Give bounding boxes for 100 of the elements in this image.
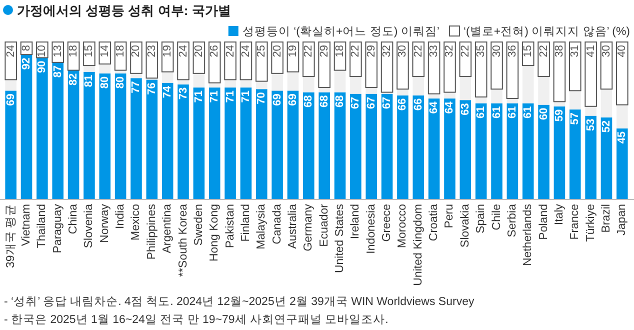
bar	[240, 88, 252, 199]
bar	[522, 66, 534, 104]
data-label: 61	[506, 106, 518, 118]
data-label: 20	[271, 45, 284, 58]
bar	[365, 42, 378, 88]
data-label: 76	[146, 82, 158, 95]
x-tick-label: Philippines	[146, 204, 158, 260]
x-tick-label: Vietnam	[20, 204, 33, 246]
data-label: 80	[98, 76, 111, 89]
bar	[474, 42, 488, 98]
bar	[444, 98, 456, 199]
bar	[318, 92, 330, 199]
x-tick-label: Türkiye	[584, 204, 597, 242]
x-tick-label: Peru	[444, 204, 456, 228]
data-label: 64	[428, 100, 440, 114]
bar	[428, 42, 440, 94]
bar	[616, 128, 628, 199]
bar	[99, 73, 111, 199]
bar	[5, 90, 16, 199]
bar	[178, 84, 189, 199]
x-tick-label: Slovenia	[83, 203, 96, 248]
x-tick-label: Serbia	[506, 203, 518, 238]
bar	[444, 92, 456, 99]
data-label: 23	[146, 45, 158, 58]
data-label: 29	[318, 45, 330, 58]
text: - ‘성취’ 응답 내림차순. 4점 척도. 2024년 12월~2025년 2월 39개국 WIN Worldviews Survey	[4, 296, 474, 308]
data-label: 32	[381, 45, 394, 58]
bar	[68, 70, 80, 199]
data-label: 59	[553, 109, 566, 122]
data-label: 53	[584, 118, 597, 132]
x-tick-label: Finland	[240, 204, 252, 242]
bar	[460, 76, 472, 100]
bar	[428, 98, 440, 199]
bar	[350, 76, 362, 94]
x-tick-label: United States	[334, 204, 346, 274]
data-label: 92	[20, 58, 33, 70]
data-label: 8	[20, 45, 33, 52]
bar	[208, 42, 221, 84]
data-label: 66	[396, 98, 409, 111]
x-tick-label: Paraguay	[52, 204, 64, 254]
bar	[366, 88, 378, 94]
bar	[20, 54, 32, 199]
data-label: 71	[192, 90, 205, 103]
bar	[271, 42, 284, 74]
bar	[491, 89, 502, 104]
bar	[616, 42, 628, 106]
bar	[350, 94, 362, 199]
bar	[99, 64, 111, 74]
data-label: 18	[68, 45, 80, 58]
bar	[366, 94, 378, 199]
x-tick-label: Norway	[98, 204, 111, 243]
bar	[491, 103, 502, 199]
bar	[569, 90, 581, 110]
data-label: 87	[52, 65, 64, 78]
data-label: 90	[36, 60, 48, 73]
bar	[177, 42, 190, 80]
x-tick-label: Hong Kong	[208, 204, 221, 262]
data-label: 81	[83, 74, 96, 88]
bar	[287, 90, 299, 199]
bar	[397, 95, 408, 199]
data-label: 36	[506, 45, 518, 58]
bar	[303, 92, 314, 199]
bar	[554, 102, 566, 106]
bar	[600, 89, 612, 118]
data-label: 22	[412, 45, 424, 58]
x-tick-label: **South Korea	[177, 203, 190, 277]
data-label: 10	[36, 45, 48, 58]
bar	[600, 117, 612, 199]
x-tick-label: India	[114, 203, 127, 229]
bar	[5, 80, 16, 91]
data-label: 26	[208, 45, 221, 58]
x-tick-label: France	[569, 204, 582, 240]
data-label: 66	[412, 98, 424, 111]
data-label: 33	[428, 45, 440, 58]
bar	[84, 72, 95, 199]
x-tick-label: 39개국 평균	[4, 204, 17, 268]
data-label: 68	[318, 95, 330, 108]
x-tick-label: Japan	[616, 204, 628, 236]
data-label: 15	[83, 45, 96, 58]
bar	[568, 42, 582, 92]
data-label: 24	[177, 45, 190, 58]
bar	[444, 42, 456, 93]
bar	[240, 80, 252, 88]
chart-title: 가정에서의 성평등 성취 여부: 국가별	[17, 3, 231, 18]
data-label: 80	[114, 76, 127, 89]
data-label: 31	[569, 45, 582, 58]
bar	[350, 42, 362, 78]
bar	[224, 88, 236, 199]
bar	[162, 82, 174, 199]
data-label: 82	[68, 73, 80, 86]
data-label: 61	[522, 106, 534, 118]
data-label: 22	[350, 45, 362, 58]
bar	[318, 42, 330, 88]
bar	[334, 92, 346, 199]
x-tick-label: Netherlands	[522, 204, 534, 266]
data-label: 30	[490, 45, 503, 58]
data-label: 45	[616, 131, 628, 144]
data-label: 22	[459, 45, 472, 58]
bar	[380, 42, 394, 93]
data-label: 71	[208, 90, 221, 103]
